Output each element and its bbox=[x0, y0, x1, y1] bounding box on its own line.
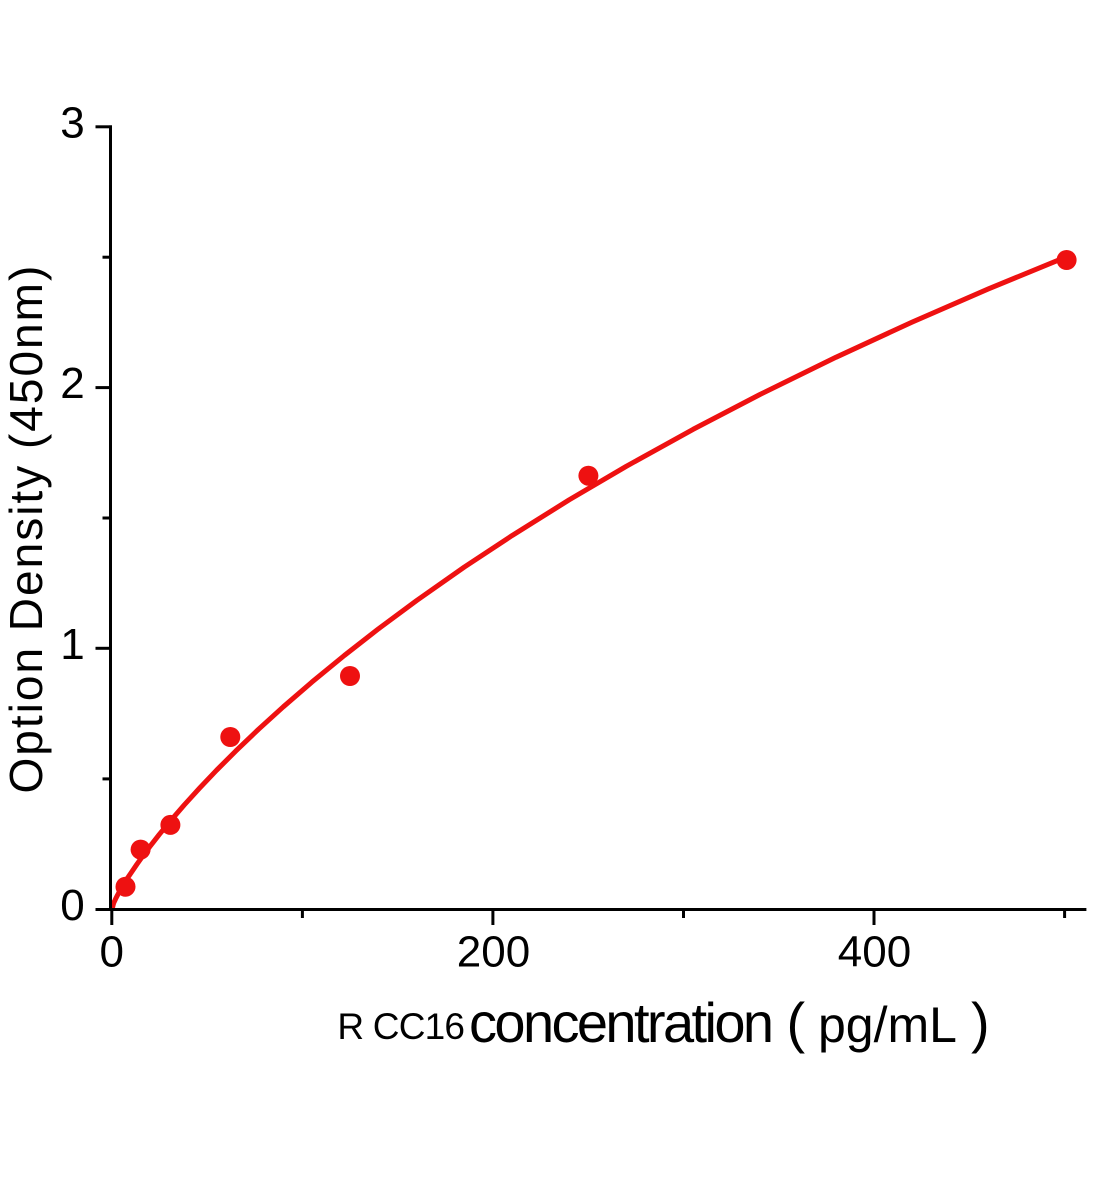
svg-text:Option Density (450nm): Option Density (450nm) bbox=[0, 264, 52, 794]
svg-text:R CC16: R CC16 bbox=[337, 1006, 464, 1047]
svg-text:2: 2 bbox=[60, 359, 84, 408]
svg-text:(: ( bbox=[787, 991, 806, 1054]
svg-text:concentration: concentration bbox=[469, 991, 771, 1054]
svg-text:0: 0 bbox=[60, 881, 84, 930]
svg-text:0: 0 bbox=[100, 928, 124, 977]
svg-text:400: 400 bbox=[838, 928, 911, 977]
svg-text:pg/mL: pg/mL bbox=[818, 997, 957, 1053]
svg-text:200: 200 bbox=[457, 928, 530, 977]
svg-text:3: 3 bbox=[60, 98, 84, 147]
svg-text:): ) bbox=[971, 991, 990, 1054]
svg-text:1: 1 bbox=[60, 620, 84, 669]
